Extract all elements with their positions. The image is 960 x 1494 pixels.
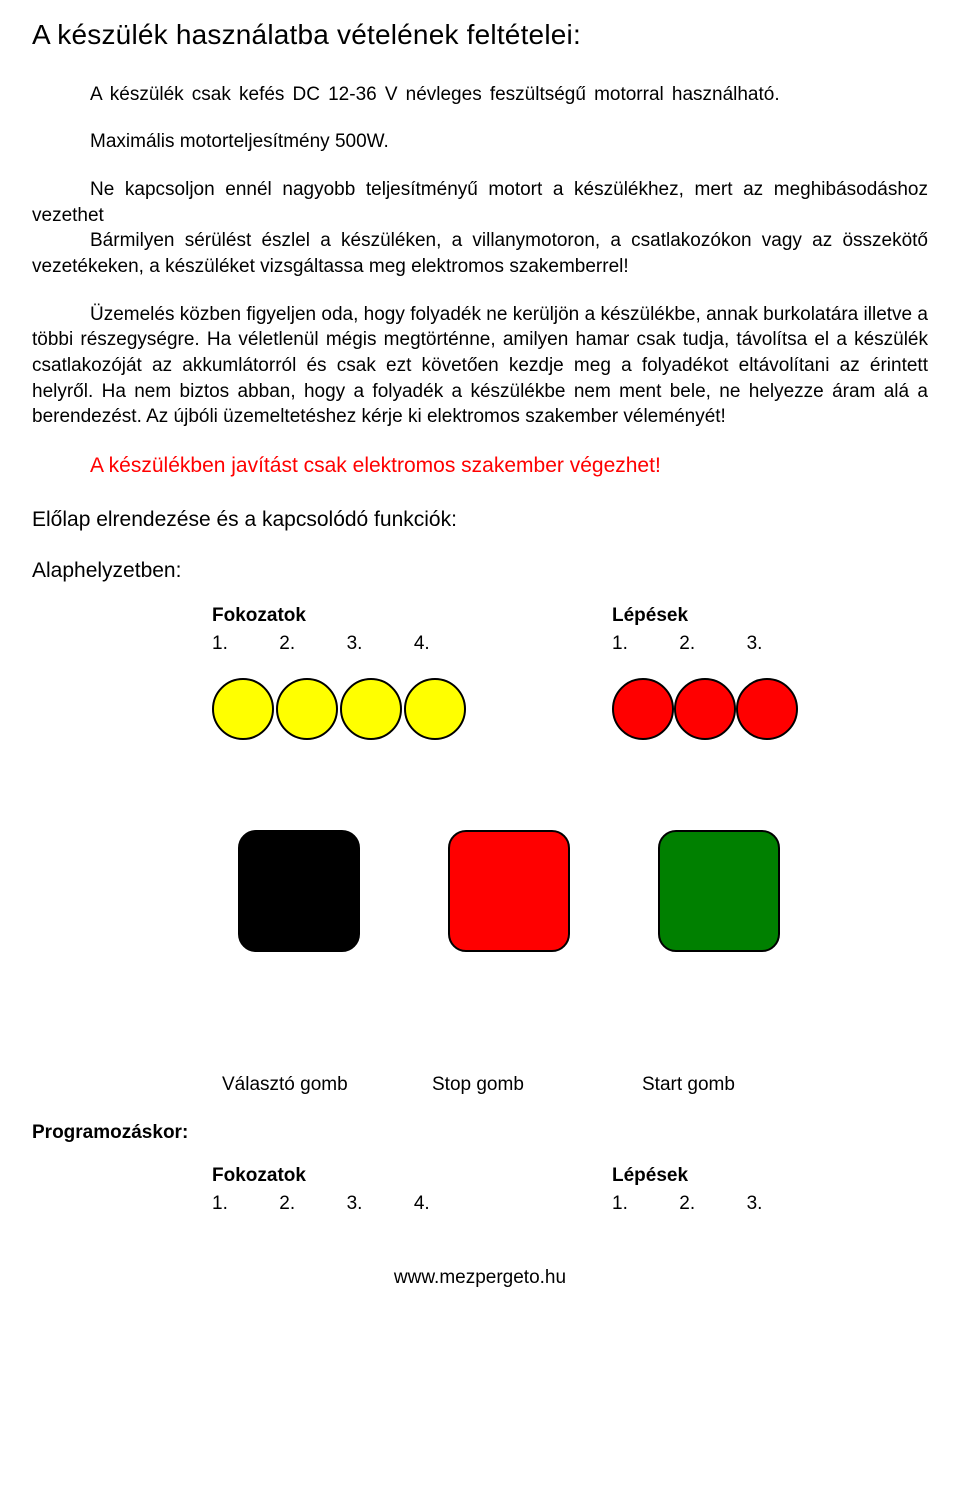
- fokozat-title: Fokozatok: [212, 603, 612, 629]
- lepes-num: 1.: [612, 1191, 674, 1217]
- lepes-numbers: 1. 2. 3.: [612, 631, 872, 657]
- paragraph-3a: Ne kapcsoljon ennél nagyobb teljesítmény…: [32, 177, 928, 228]
- fokozat-num: 2.: [279, 1191, 341, 1217]
- button-row: [212, 830, 908, 952]
- led-group-lepes-header: Lépések 1. 2. 3.: [612, 603, 872, 656]
- fokozat-num: 1.: [212, 631, 274, 657]
- warning-text: A készülékben javítást csak elektromos s…: [32, 452, 928, 480]
- paragraph-3: Ne kapcsoljon ennél nagyobb teljesítmény…: [32, 177, 928, 280]
- led-fokozat-icon: [404, 678, 466, 740]
- led-fokozat-icon: [276, 678, 338, 740]
- led-group-fokozat-header-2: Fokozatok 1. 2. 3. 4.: [212, 1163, 612, 1216]
- select-button-icon: [238, 830, 360, 952]
- led-fokozat-icon: [340, 678, 402, 740]
- select-button-label: Választó gomb: [222, 1072, 432, 1098]
- paragraph-4: Üzemelés közben figyeljen oda, hogy foly…: [32, 302, 928, 430]
- led-group-lepes: [612, 678, 872, 740]
- lepes-num: 2.: [679, 1191, 741, 1217]
- fokozat-num: 4.: [414, 1191, 476, 1217]
- led-group-lepes-header-2: Lépések 1. 2. 3.: [612, 1163, 872, 1216]
- fokozat-numbers: 1. 2. 3. 4.: [212, 631, 612, 657]
- led-row: [212, 678, 908, 740]
- lepes-num: 2.: [679, 631, 741, 657]
- paragraph-2: Maximális motorteljesítmény 500W.: [32, 129, 928, 155]
- lepes-title-2: Lépések: [612, 1163, 872, 1189]
- panel-programming: Fokozatok 1. 2. 3. 4. Lépések 1. 2. 3.: [32, 1163, 928, 1216]
- led-group-fokozat: [212, 678, 612, 740]
- led-lepes-icon: [674, 678, 736, 740]
- stop-button-label: Stop gomb: [432, 1072, 642, 1098]
- fokozat-num: 3.: [347, 1191, 409, 1217]
- fokozat-num: 2.: [279, 631, 341, 657]
- lepes-num: 3.: [747, 1191, 809, 1217]
- button-labels-row: Választó gomb Stop gomb Start gomb: [212, 1072, 908, 1098]
- led-headers-row-2: Fokozatok 1. 2. 3. 4. Lépések 1. 2. 3.: [212, 1163, 908, 1216]
- panel-default: Fokozatok 1. 2. 3. 4. Lépések 1. 2. 3.: [32, 603, 928, 1098]
- fokozat-numbers-2: 1. 2. 3. 4.: [212, 1191, 612, 1217]
- programming-label: Programozáskor:: [32, 1120, 928, 1146]
- start-button-label: Start gomb: [642, 1072, 842, 1098]
- led-lepes-icon: [612, 678, 674, 740]
- lepes-num: 1.: [612, 631, 674, 657]
- start-button-icon: [658, 830, 780, 952]
- led-lepes-icon: [736, 678, 798, 740]
- fokozat-title-2: Fokozatok: [212, 1163, 612, 1189]
- paragraph-3b: Bármilyen sérülést észlel a készüléken, …: [32, 228, 928, 279]
- paragraph-1: A készülék csak kefés DC 12-36 V névlege…: [32, 82, 928, 108]
- subsection-heading: Alaphelyzetben:: [32, 557, 928, 585]
- lepes-num: 3.: [747, 631, 809, 657]
- section-heading: Előlap elrendezése és a kapcsolódó funkc…: [32, 506, 928, 534]
- fokozat-num: 4.: [414, 631, 476, 657]
- fokozat-num: 3.: [347, 631, 409, 657]
- footer-url: www.mezpergeto.hu: [32, 1265, 928, 1291]
- lepes-title: Lépések: [612, 603, 872, 629]
- lepes-numbers-2: 1. 2. 3.: [612, 1191, 872, 1217]
- led-fokozat-icon: [212, 678, 274, 740]
- fokozat-num: 1.: [212, 1191, 274, 1217]
- led-headers-row: Fokozatok 1. 2. 3. 4. Lépések 1. 2. 3.: [212, 603, 908, 656]
- stop-button-icon: [448, 830, 570, 952]
- led-group-fokozat-header: Fokozatok 1. 2. 3. 4.: [212, 603, 612, 656]
- page-title: A készülék használatba vételének feltéte…: [32, 16, 928, 54]
